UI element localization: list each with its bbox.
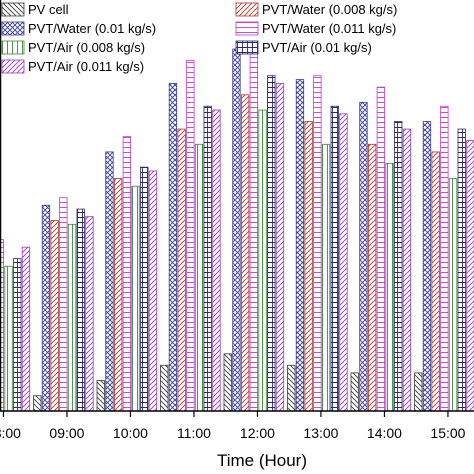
legend-label: PVT/Air (0.01 kg/s) xyxy=(262,40,372,55)
bar-09:00-series-1 xyxy=(33,395,42,412)
x-tick-label: 08:00 xyxy=(0,425,21,441)
x-tick-label: 11:00 xyxy=(177,425,211,441)
bar-12:00-series-2 xyxy=(232,48,241,412)
bar-09:00-series-2 xyxy=(41,204,51,412)
bar-15:00-series-3 xyxy=(431,151,440,412)
x-tick-label: 10:00 xyxy=(113,425,148,441)
bar-10:00-series-4 xyxy=(122,136,131,412)
legend-label: PVT/Air (0.011 kg/s) xyxy=(28,59,144,74)
bar-10:00-series-6 xyxy=(140,166,149,412)
bar-15:00-series-6 xyxy=(457,128,466,412)
bar-13:00-series-2 xyxy=(295,79,305,412)
bar-14:00-series-7 xyxy=(402,128,412,412)
bar-11:00-series-3 xyxy=(177,128,186,412)
bar-14:00-series-6 xyxy=(394,121,403,412)
bar-10:00-series-5 xyxy=(131,185,140,412)
bar-09:00-series-6 xyxy=(76,208,85,412)
bar-15:00-series-5 xyxy=(448,178,458,412)
bar-09:00-series-3 xyxy=(50,220,59,412)
legend-item-6: PVT/Air (0.01 kg/s) xyxy=(235,40,372,55)
legend-swatch xyxy=(235,21,259,36)
x-tick-label: 15:00 xyxy=(430,425,465,441)
legend-item-4: PVT/Water (0.011 kg/s) xyxy=(235,21,396,36)
x-tick-label: 13:00 xyxy=(303,425,338,441)
bar-14:00-series-3 xyxy=(367,143,377,412)
bar-10:00-series-3 xyxy=(114,178,123,412)
legend-swatch xyxy=(235,2,259,17)
x-tick-labels: 08:00 09:00 10:00 11:00 12:00 13:00 14:00 15:00 xyxy=(0,425,466,441)
x-tick-label: 09:00 xyxy=(49,425,84,441)
bar-13:00-series-1 xyxy=(287,364,296,412)
legend-label: PVT/Air (0.008 kg/s) xyxy=(28,40,145,55)
bar-14:00-series-1 xyxy=(350,372,359,412)
legend-swatch xyxy=(1,21,25,36)
bar-15:00-series-4 xyxy=(440,105,449,412)
bar-08:00-series-5 xyxy=(4,265,13,412)
legend-item-3: PVT/Water (0.008 kg/s) xyxy=(235,2,397,17)
legend-swatch xyxy=(1,40,25,55)
bar-15:00-series-2 xyxy=(422,121,432,412)
bar-12:00-series-5 xyxy=(258,109,267,412)
legend-label: PVT/Water (0.008 kg/s) xyxy=(262,2,397,17)
bar-12:00-series-1 xyxy=(223,353,232,412)
bar-14:00-series-5 xyxy=(385,162,394,412)
bar-09:00-series-5 xyxy=(67,223,77,412)
legend: PV cell PVT/Water (0.01 kg/s) PVT/Air (0.0… xyxy=(1,2,397,74)
bar-13:00-series-3 xyxy=(304,121,313,412)
x-tick-label: 12:00 xyxy=(240,425,275,441)
bar-11:00-series-5 xyxy=(194,143,204,412)
bar-08:00-series-7 xyxy=(21,246,31,412)
bar-11:00-series-1 xyxy=(160,364,169,412)
x-tick-label: 14:00 xyxy=(367,425,402,441)
bar-09:00-series-7 xyxy=(85,216,94,412)
bar-13:00-series-7 xyxy=(339,113,348,412)
bar-12:00-series-3 xyxy=(240,94,250,412)
bar-11:00-series-4 xyxy=(186,60,195,412)
bar-10:00-series-1 xyxy=(96,380,105,412)
bar-10:00-series-2 xyxy=(105,151,114,412)
bar-12:00-series-7 xyxy=(275,82,285,412)
bar-15:00-series-7 xyxy=(466,140,474,412)
bar-14:00-series-2 xyxy=(359,101,368,412)
bar-12:00-series-6 xyxy=(267,75,276,412)
legend-item-5: PVT/Air (0.008 kg/s) xyxy=(1,40,145,55)
bars-layer xyxy=(0,41,474,412)
bar-13:00-series-4 xyxy=(313,75,322,412)
bar-08:00-series-4 xyxy=(0,239,4,412)
bar-09:00-series-4 xyxy=(59,197,68,412)
legend-item-1: PV cell xyxy=(1,2,69,17)
bar-14:00-series-4 xyxy=(376,86,386,412)
bar-11:00-series-6 xyxy=(203,105,212,412)
bar-15:00-series-1 xyxy=(414,372,423,412)
bar-13:00-series-6 xyxy=(330,105,339,412)
legend-swatch xyxy=(1,59,25,74)
legend-label: PVT/Water (0.011 kg/s) xyxy=(262,21,396,36)
legend-label: PVT/Water (0.01 kg/s) xyxy=(28,21,156,36)
legend-swatch xyxy=(235,40,259,55)
bar-12:00-series-4 xyxy=(249,41,259,412)
legend-label: PV cell xyxy=(28,2,69,17)
legend-swatch xyxy=(1,2,25,17)
bar-08:00-series-6 xyxy=(13,258,22,412)
bar-13:00-series-5 xyxy=(321,143,331,412)
legend-item-7: PVT/Air (0.011 kg/s) xyxy=(1,59,144,74)
bar-11:00-series-7 xyxy=(212,109,221,412)
x-axis-title: Time (Hour) xyxy=(217,451,307,470)
bar-11:00-series-2 xyxy=(168,82,178,412)
legend-item-2: PVT/Water (0.01 kg/s) xyxy=(1,21,156,36)
axes-layer xyxy=(0,0,474,417)
bar-10:00-series-7 xyxy=(148,170,158,412)
